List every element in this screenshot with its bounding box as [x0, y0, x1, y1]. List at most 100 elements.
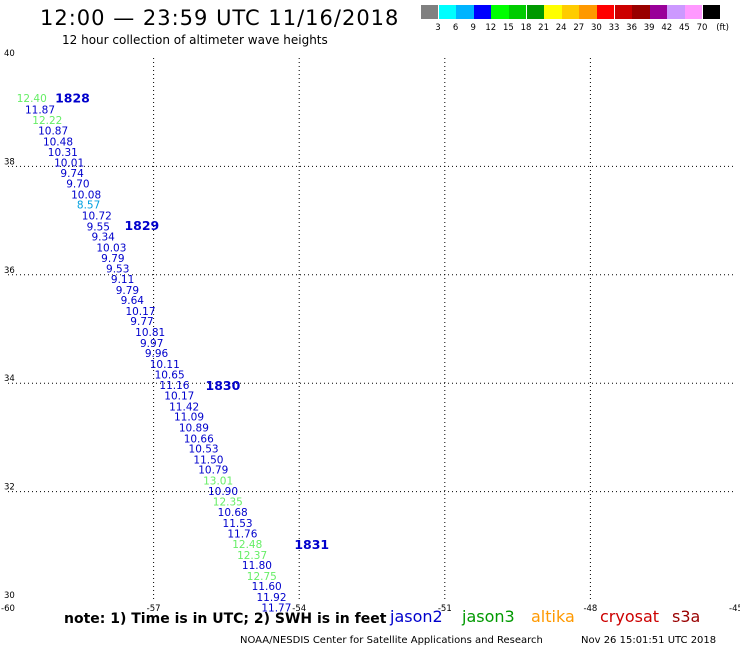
- wave-height-label: 10.17: [164, 390, 194, 402]
- orbit-number-label: 1831: [294, 537, 329, 552]
- wave-height-label: 10.08: [71, 189, 101, 201]
- wave-height-label: 11.53: [223, 518, 253, 530]
- wave-height-label: 10.66: [184, 433, 214, 445]
- legend-label: 12: [485, 23, 497, 33]
- legend-label: 3: [435, 23, 441, 33]
- legend-label: 6: [452, 23, 459, 33]
- wave-height-label: 9.79: [116, 285, 139, 297]
- wave-height-label: 10.65: [155, 369, 185, 381]
- wave-height-label: 10.68: [218, 507, 248, 519]
- chart-subtitle: 12 hour collection of altimeter wave hei…: [62, 33, 328, 47]
- wave-height-label: 9.74: [60, 168, 84, 180]
- wave-height-label: 10.03: [96, 242, 126, 254]
- wave-height-label: 9.64: [121, 295, 145, 307]
- y-tick-label: 36: [4, 266, 15, 276]
- legend-swatch: [685, 5, 703, 19]
- wave-height-label: 11.60: [252, 581, 282, 593]
- x-tick-label: -60: [1, 604, 15, 614]
- wave-height-label: 8.57: [77, 200, 100, 212]
- wave-height-label: 11.09: [174, 412, 204, 424]
- legend-label: 36: [626, 23, 637, 33]
- wave-height-label: 10.72: [82, 211, 112, 223]
- legend-swatch: [473, 5, 492, 19]
- legend-swatch: [614, 5, 632, 19]
- legend-label: 33: [608, 23, 620, 33]
- wave-height-label: 10.87: [38, 125, 68, 137]
- legend-label: 70: [696, 23, 708, 33]
- y-tick-label: 30: [4, 591, 15, 601]
- orbit-number-label: 1830: [206, 378, 241, 393]
- axis-ticks: -60 -57 -54 -51 -48 -45 30 32 34 36 38 40: [1, 49, 740, 614]
- wave-height-label: 10.48: [43, 136, 73, 148]
- timestamp-text: Nov 26 15:01:51 UTC 2018: [581, 635, 717, 646]
- wave-height-label: 9.53: [106, 264, 129, 276]
- legend-label: 45: [678, 23, 690, 33]
- wave-height-label: 10.01: [54, 157, 84, 169]
- satellite-name: cryosat: [600, 607, 660, 626]
- legend-label: 42: [661, 23, 673, 33]
- wave-height-label: 10.89: [179, 422, 209, 434]
- wave-height-label: 9.55: [87, 221, 110, 233]
- legend-swatch: [526, 5, 544, 19]
- footer-note: note: 1) Time is in UTC; 2) SWH is in fe…: [64, 611, 387, 627]
- wave-height-label: 9.34: [91, 232, 115, 244]
- wave-height-label: 11.42: [169, 401, 199, 413]
- satellite-name: s3a: [672, 607, 701, 626]
- wave-height-label: 12.37: [237, 550, 267, 562]
- wave-height-labels: 12.4011.8712.2210.8710.4810.3110.019.749…: [17, 93, 292, 614]
- legend-unit: (ft): [716, 23, 729, 33]
- wave-height-label: 12.75: [247, 571, 277, 583]
- legend-swatch: [438, 5, 456, 19]
- wave-height-label: 12.48: [232, 539, 262, 551]
- x-tick-label: -57: [147, 604, 161, 614]
- wave-height-label: 9.77: [130, 316, 153, 328]
- y-tick-label: 34: [4, 374, 15, 384]
- satellite-name: altika: [531, 607, 575, 626]
- wave-height-label: 10.81: [135, 327, 165, 339]
- wave-height-label: 9.79: [101, 253, 124, 265]
- wave-height-label: 9.96: [145, 348, 169, 360]
- wave-height-label: 10.53: [189, 444, 219, 456]
- x-tick-label: -54: [292, 604, 306, 614]
- legend-swatch: [491, 5, 509, 19]
- x-tick-label: -45: [729, 604, 740, 614]
- wave-height-label: 10.11: [150, 359, 180, 371]
- legend-label: 18: [520, 23, 532, 33]
- legend-swatch: [509, 5, 527, 19]
- wave-height-label: 11.92: [256, 592, 286, 604]
- x-tick-label: -48: [583, 604, 597, 614]
- legend-swatch: [597, 5, 615, 19]
- wave-height-label: 11.50: [193, 454, 223, 466]
- orbit-annotations: 1828 1829 1830 1831: [55, 90, 329, 552]
- legend-label: 9: [470, 23, 476, 33]
- y-tick-label: 40: [4, 49, 15, 59]
- legend-swatch: [632, 5, 650, 19]
- legend-swatch: [579, 5, 597, 19]
- wave-height-label: 10.90: [208, 486, 238, 498]
- credit-text: NOAA/NESDIS Center for Satellite Applica…: [240, 635, 543, 646]
- wave-height-label: 13.01: [203, 476, 233, 488]
- wave-height-label: 9.70: [66, 179, 89, 191]
- legend-swatch: [649, 5, 668, 19]
- wave-height-label: 12.35: [213, 497, 243, 509]
- grid: [8, 58, 736, 600]
- orbit-number-label: 1828: [55, 90, 90, 105]
- satellite-name: jason2: [390, 607, 443, 626]
- wave-height-label: 11.76: [227, 529, 257, 541]
- y-tick-label: 38: [4, 157, 15, 167]
- legend-label: 27: [573, 23, 585, 33]
- wave-height-label: 9.11: [111, 274, 134, 286]
- legend-label: 39: [643, 23, 655, 33]
- legend-swatch: [421, 5, 439, 19]
- legend-label: 15: [502, 23, 514, 33]
- legend-label: 21: [538, 23, 549, 33]
- wave-height-label: 9.97: [140, 338, 163, 350]
- chart-title: 12:00 — 23:59 UTC 11/16/2018: [40, 6, 400, 30]
- wave-height-label: 10.17: [125, 306, 155, 318]
- x-tick-label: -51: [438, 604, 452, 614]
- wave-height-label: 12.40: [17, 93, 47, 105]
- satellite-name: jason3: [462, 607, 515, 626]
- wave-height-label: 11.87: [25, 104, 55, 116]
- legend-swatch: [561, 5, 580, 19]
